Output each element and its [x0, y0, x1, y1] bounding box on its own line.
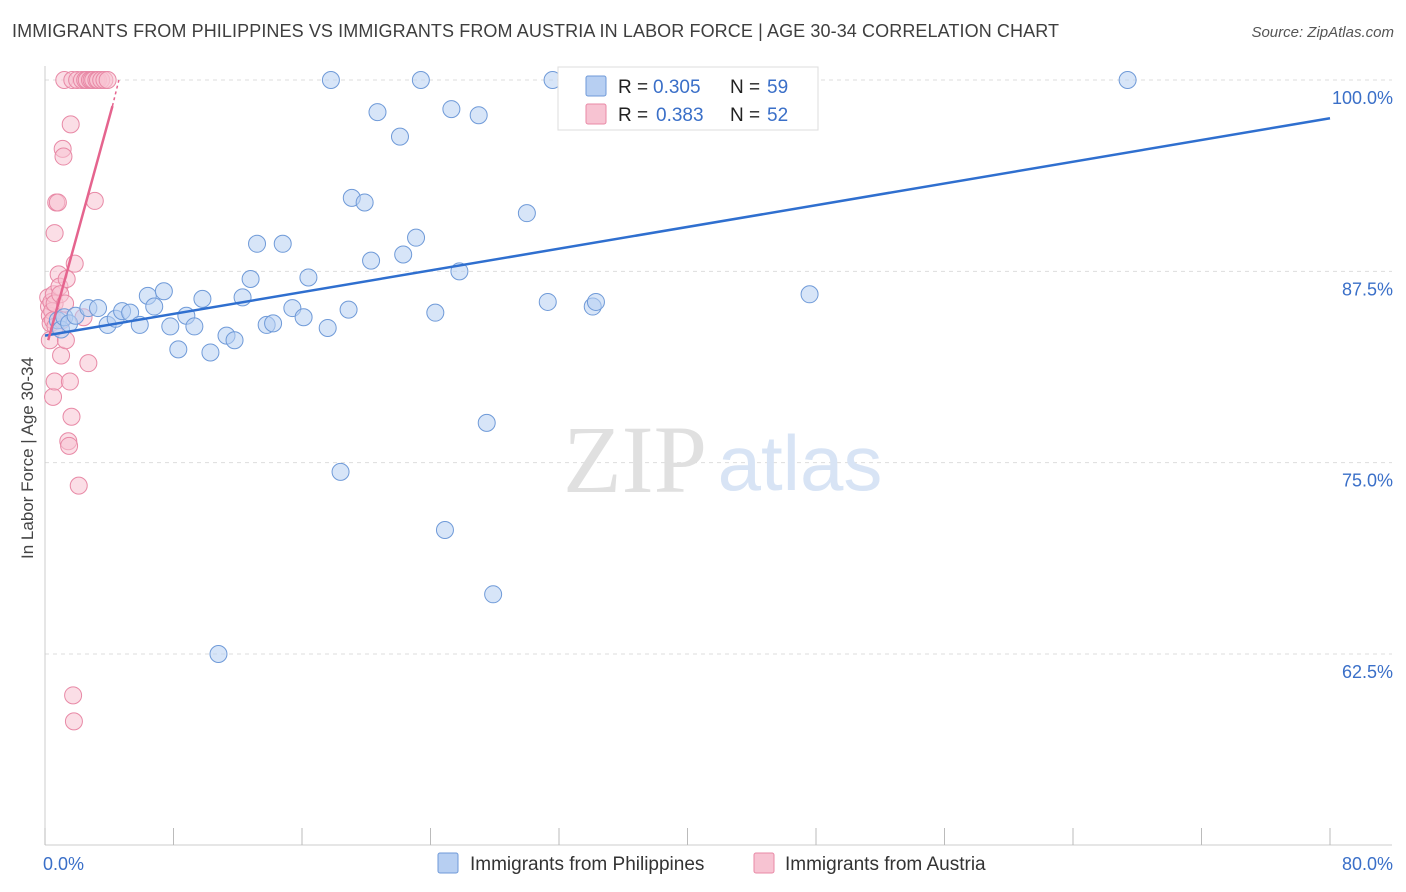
y-tick-label: 87.5%	[1342, 279, 1393, 299]
legend-n-label-philippines: N =	[730, 77, 760, 98]
bottom-legend-label-austria: Immigrants from Austria	[785, 854, 986, 875]
philippines-points	[48, 71, 1137, 663]
philippines-point	[201, 343, 220, 362]
y-tick-label: 100.0%	[1332, 88, 1393, 108]
philippines-point	[426, 303, 445, 322]
y-tick-label: 75.0%	[1342, 471, 1393, 491]
austria-point	[64, 686, 83, 705]
philippines-point	[390, 127, 409, 146]
austria-point	[45, 224, 64, 243]
austria-point	[52, 346, 71, 365]
austria-point	[61, 115, 80, 134]
philippines-point	[264, 314, 283, 333]
philippines-point	[538, 292, 557, 311]
philippines-point	[435, 521, 454, 540]
watermark-zip: ZIP	[563, 406, 707, 513]
philippines-point	[145, 297, 164, 316]
philippines-point	[477, 413, 496, 432]
legend-swatch-philippines	[585, 75, 607, 97]
austria-point	[69, 476, 88, 495]
source-label: Source: ZipAtlas.com	[1251, 24, 1394, 41]
grid-lines	[45, 79, 1392, 655]
philippines-point	[442, 100, 461, 119]
philippines-point	[209, 645, 228, 663]
austria-point	[64, 712, 83, 731]
philippines-point	[294, 308, 313, 327]
axes	[44, 66, 1392, 846]
philippines-point	[318, 318, 337, 337]
philippines-point	[411, 71, 430, 89]
philippines-point	[407, 228, 426, 247]
philippines-point	[225, 331, 244, 350]
bottom-legend: Immigrants from Philippines Immigrants f…	[437, 852, 986, 875]
philippines-point	[517, 204, 536, 223]
philippines-point	[331, 462, 350, 481]
legend-r-value-austria: 0.383	[656, 105, 704, 126]
philippines-point	[368, 103, 387, 122]
x-tick-label: 80.0%	[1342, 854, 1393, 874]
x-tick-label: 0.0%	[43, 854, 84, 874]
philippines-point	[339, 300, 358, 319]
philippines-point	[484, 585, 503, 604]
legend-r-label-austria: R =	[618, 105, 648, 126]
x-tick-labels: 0.0% 80.0%	[43, 854, 1393, 874]
philippines-point	[1118, 71, 1137, 89]
austria-point	[60, 436, 79, 455]
philippines-point	[299, 268, 318, 287]
y-tick-labels: 62.5% 75.0% 87.5% 100.0%	[1332, 88, 1393, 682]
philippines-point	[362, 251, 381, 270]
legend-swatch-austria	[585, 103, 607, 125]
philippines-point	[169, 340, 188, 359]
watermark-atlas: atlas	[718, 419, 883, 507]
philippines-point	[193, 289, 212, 308]
legend-box: R = 0.305 N = 59 R = 0.383 N = 52	[557, 66, 819, 131]
philippines-point	[241, 269, 260, 288]
philippines-point	[800, 285, 819, 304]
philippines-point	[273, 234, 292, 253]
austria-point	[60, 372, 79, 391]
philippines-point	[321, 71, 340, 89]
trend-lines	[44, 79, 1331, 341]
bottom-legend-label-philippines: Immigrants from Philippines	[470, 854, 704, 875]
y-axis-label: In Labor Force | Age 30-34	[18, 357, 37, 559]
philippines-point	[154, 282, 173, 301]
philippines-point	[248, 234, 267, 253]
philippines-point	[469, 106, 488, 125]
austria-point	[62, 407, 81, 426]
austria-point	[98, 71, 117, 89]
philippines-point	[185, 317, 204, 336]
legend-n-value-austria: 52	[767, 105, 788, 126]
legend-n-value-philippines: 59	[767, 77, 788, 98]
philippines-point	[355, 193, 374, 212]
chart-title: IMMIGRANTS FROM PHILIPPINES VS IMMIGRANT…	[12, 21, 1060, 41]
austria-point	[79, 354, 98, 373]
philippines-point	[394, 245, 413, 264]
austria-trend-extension	[111, 79, 120, 107]
bottom-legend-swatch-austria	[753, 852, 775, 874]
philippines-point	[161, 317, 180, 336]
austria-points	[39, 71, 117, 731]
legend-r-label-philippines: R =	[618, 77, 648, 98]
legend-n-label-austria: N =	[730, 105, 760, 126]
austria-point	[54, 147, 73, 166]
bottom-legend-swatch-philippines	[437, 852, 459, 874]
philippines-point	[586, 292, 605, 311]
legend-r-value-philippines: 0.305	[653, 77, 701, 98]
austria-point	[44, 387, 63, 406]
philippines-point	[89, 299, 108, 318]
austria-trend-line	[47, 105, 114, 341]
y-tick-label: 62.5%	[1342, 662, 1393, 682]
austria-point	[45, 372, 64, 391]
austria-point	[48, 193, 67, 212]
philippines-trend-line	[44, 117, 1331, 337]
